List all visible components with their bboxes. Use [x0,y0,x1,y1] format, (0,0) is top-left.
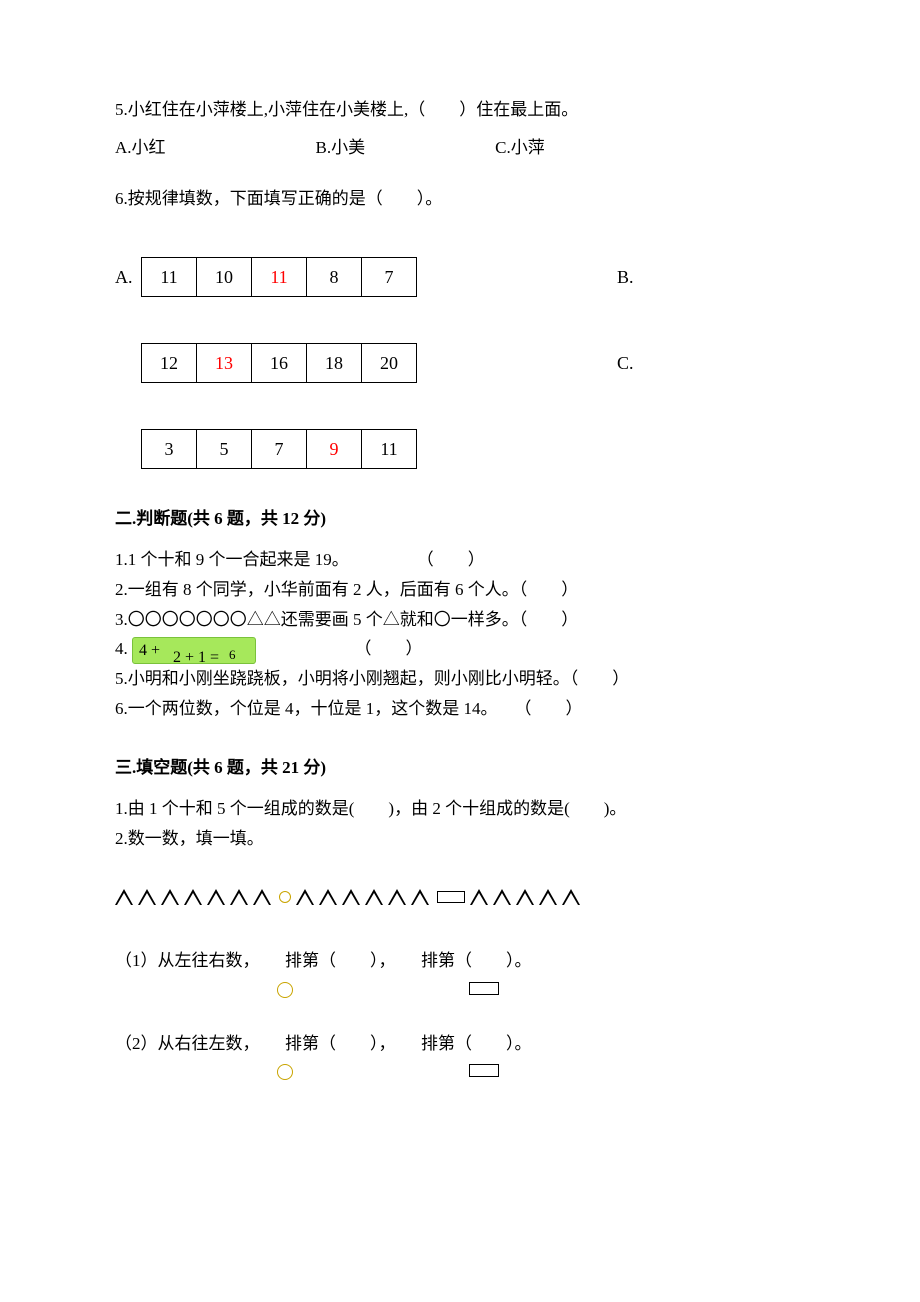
triangle-icon [342,889,360,905]
triangle-icon [411,889,429,905]
fill-2-sub2: （2）从右往左数， 排第（ ）， 排第（ ）。 [115,1028,805,1060]
sub2-icons [277,1064,805,1080]
question-5-choices: A.小红 B.小美 C.小萍 [115,132,805,164]
equation-badge: 4 + 2 + 1 = 6 [132,637,256,664]
section-3-body: 1.由 1 个十和 5 个一组成的数是( )，由 2 个十组成的数是( )。 2… [115,794,805,854]
row-lead: A. [115,260,141,294]
number-cell: 7 [252,429,307,468]
triangle-icon [296,889,314,905]
q6-row: A.11101187B. [115,251,805,303]
tf-3: 3.〇〇〇〇〇〇〇△△还需要画 5 个△就和〇一样多。（ ） [115,605,805,635]
number-cell: 9 [307,429,362,468]
fill-2-lead: 2.数一数，填一填。 [115,824,805,854]
triangle-icon [493,889,511,905]
tf-4-lead: 4. [115,639,128,658]
q6-row: 1213161820 C. [115,337,805,389]
number-cell: 7 [362,257,417,296]
choice-c: C.小萍 [495,132,545,164]
number-cell: 5 [197,429,252,468]
worksheet-page: 5.小红住在小萍楼上,小萍住在小美楼上,（ ）住在最上面。 A.小红 B.小美 … [0,0,920,1140]
choice-b: B.小美 [316,132,366,164]
tf-1: 1.1 个十和 9 个一合起来是 19。 （ ） [115,545,805,575]
tf-2: 2.一组有 8 个同学，小华前面有 2 人，后面有 6 个人。（ ） [115,575,805,605]
section-2-body: 1.1 个十和 9 个一合起来是 19。 （ ） 2.一组有 8 个同学，小华前… [115,545,805,724]
number-table: 11101187 [141,257,417,297]
number-cell: 18 [307,343,362,382]
number-cell: 16 [252,343,307,382]
number-cell: 11 [142,257,197,296]
q6-row: 357911 [115,423,805,475]
number-cell: 11 [362,429,417,468]
triangle-icon [562,889,580,905]
triangle-icon [161,889,179,905]
number-table: 1213161820 [141,343,417,383]
triangle-icon [207,889,225,905]
number-cell: 3 [142,429,197,468]
circle-icon [279,891,291,903]
rectangle-icon [469,1064,499,1077]
number-cell: 10 [197,257,252,296]
triangle-icon [184,889,202,905]
number-cell: 11 [252,257,307,296]
number-cell: 20 [362,343,417,382]
triangle-icon [516,889,534,905]
fill-1: 1.由 1 个十和 5 个一组成的数是( )，由 2 个十组成的数是( )。 [115,794,805,824]
triangle-icon [365,889,383,905]
triangle-icon [388,889,406,905]
shape-sequence [115,889,805,905]
rectangle-icon [437,891,465,903]
triangle-icon [138,889,156,905]
question-5: 5.小红住在小萍楼上,小萍住在小美楼上,（ ）住在最上面。 [115,94,805,126]
triangle-icon [230,889,248,905]
fill-2-sub1: （1）从左往右数， 排第（ ）， 排第（ ）。 [115,945,805,977]
circle-icon [277,982,293,998]
triangle-icon [115,889,133,905]
sub1-icons [277,982,805,998]
choice-a: A.小红 [115,132,166,164]
triangle-icon [539,889,557,905]
triangle-icon [253,889,271,905]
row-after-label: C. [617,346,634,380]
triangle-icon [319,889,337,905]
number-cell: 8 [307,257,362,296]
number-cell: 12 [142,343,197,382]
number-table: 357911 [141,429,417,469]
tf-6: 6.一个两位数，个位是 4，十位是 1，这个数是 14。 （ ） [115,694,805,724]
row-after-label: B. [617,260,634,294]
number-cell: 13 [197,343,252,382]
section-3-head: 三.填空题(共 6 题，共 21 分) [115,752,805,784]
rectangle-icon [469,982,499,995]
section-2-head: 二.判断题(共 6 题，共 12 分) [115,503,805,535]
tf-4-paren: （ ） [355,634,423,664]
tf-4: 4. 4 + 2 + 1 = 6 （ ） [115,634,805,664]
question-6: 6.按规律填数，下面填写正确的是（ ）。 [115,183,805,215]
circle-icon [277,1064,293,1080]
triangle-icon [470,889,488,905]
question-6-tables: A.11101187B.1213161820C.357911 [115,251,805,475]
